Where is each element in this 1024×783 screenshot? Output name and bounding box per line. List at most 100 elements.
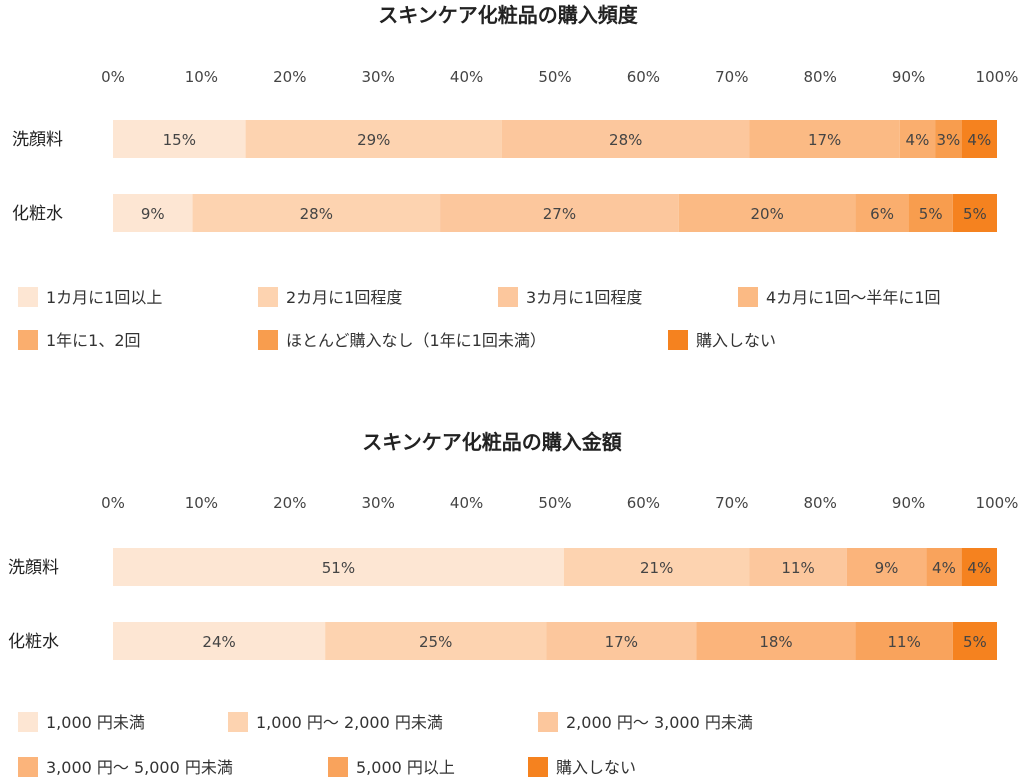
bar-segment [563,548,750,586]
data-label: 21% [640,559,673,577]
data-label: 4% [967,559,991,577]
bar-segment [908,194,953,232]
legend-label: 購入しない [556,758,636,777]
data-label: 4% [932,559,956,577]
data-label: 11% [888,633,921,651]
legend-label: 2,000 円〜 3,000 円未満 [566,713,753,732]
legend-label: 3カ月に1回程度 [526,288,642,307]
data-label: 5% [963,205,987,223]
legend-swatch [498,287,518,307]
data-label: 27% [543,205,576,223]
legend-label: 1カ月に1回以上 [46,288,162,307]
legend-swatch [258,287,278,307]
bar-segment [192,194,441,232]
bar-segment [961,548,997,586]
legend-swatch [18,712,38,732]
legend-swatch [258,330,278,350]
data-label: 3% [936,131,960,149]
x-axis-ticks: 0% 10% 20% 30% 40% 50% 60% 70% 80% 90% 100% [101,68,1018,86]
category-label: 洗顔料 [12,130,63,150]
data-label: 4% [906,131,930,149]
chart-title: スキンケア化粧品の購入頻度 [378,3,638,27]
legend-label: 1,000 円未満 [46,713,145,732]
legend-label: 2カ月に1回程度 [286,288,402,307]
x-tick-label: 90% [892,68,925,86]
bar-segment [696,622,856,660]
x-tick-label: 0% [101,494,125,512]
x-tick-label: 50% [538,494,571,512]
legend-swatch [328,757,348,777]
x-tick-label: 80% [804,68,837,86]
x-tick-label: 40% [450,494,483,512]
x-tick-label: 10% [185,68,218,86]
bar-segment [113,548,564,586]
category-label: 化粧水 [12,204,63,224]
data-label: 5% [963,633,987,651]
x-tick-label: 60% [627,494,660,512]
bar-segment [935,120,962,158]
bar-segment [113,194,193,232]
bar-segment [245,120,502,158]
legend-swatch [18,757,38,777]
x-axis-ticks: 0% 10% 20% 30% 40% 50% 60% 70% 80% 90% 100% [101,494,1018,512]
bar-segment [113,622,326,660]
data-label: 11% [781,559,814,577]
legend-swatch [528,757,548,777]
purchase-frequency-chart: スキンケア化粧品の購入頻度 0% 10% 20% 30% 40% 50% 60% 70% 80%… [12,3,1018,350]
bar-segment [952,622,997,660]
legend-label: 購入しない [696,331,776,350]
data-label: 18% [759,633,792,651]
legend-label: 5,000 円以上 [356,758,455,777]
x-tick-label: 20% [273,494,306,512]
data-label: 28% [609,131,642,149]
data-label: 51% [322,559,355,577]
bar-segment [749,548,847,586]
data-label: 5% [919,205,943,223]
x-tick-label: 10% [185,494,218,512]
x-tick-label: 100% [976,68,1019,86]
legend: 1,000 円未満 1,000 円〜 2,000 円未満 2,000 円〜 3,00… [18,712,753,777]
data-label: 15% [163,131,196,149]
legend-swatch [18,330,38,350]
legend-swatch [538,712,558,732]
stacked-bars: 51% 21% 11% 9% 4% 4% 24% 25% 17% 18% 11% 5% [113,548,997,660]
data-label: 17% [808,131,841,149]
x-tick-label: 70% [715,494,748,512]
x-tick-label: 50% [538,68,571,86]
bar-segment [749,120,900,158]
data-label: 28% [300,205,333,223]
bar-segment [899,120,936,158]
bar-segment [952,194,997,232]
bar-segment [546,622,697,660]
legend-swatch [738,287,758,307]
bar-segment [855,622,953,660]
bar-segment [440,194,679,232]
bar-segment [961,120,997,158]
data-label: 9% [875,559,899,577]
bar-segment [926,548,962,586]
data-label: 20% [750,205,783,223]
x-tick-label: 80% [804,494,837,512]
bar-segment [501,120,750,158]
legend-label: 1年に1、2回 [46,331,141,350]
data-label: 17% [605,633,638,651]
x-tick-label: 90% [892,494,925,512]
legend-label: ほとんど購入なし（1年に1回未満） [286,331,546,350]
data-label: 24% [202,633,235,651]
x-tick-label: 30% [362,494,395,512]
chart-title: スキンケア化粧品の購入金額 [362,430,621,454]
legend-label: 1,000 円〜 2,000 円未満 [256,713,443,732]
bar-segment [113,120,246,158]
data-label: 9% [141,205,165,223]
x-tick-label: 30% [362,68,395,86]
x-tick-label: 60% [627,68,660,86]
stacked-bars: 15% 29% 28% 17% 4% 3% 4% 9% 28% 27% 20% 6% 5% 5% [113,120,997,232]
legend-swatch [668,330,688,350]
bar-segment [678,194,856,232]
bar-segment [855,194,909,232]
x-tick-label: 20% [273,68,306,86]
legend-label: 4カ月に1回〜半年に1回 [766,288,941,307]
